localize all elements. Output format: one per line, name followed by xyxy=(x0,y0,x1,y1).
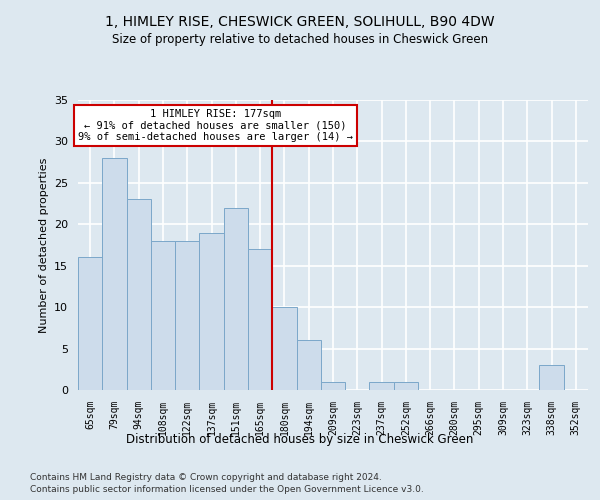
Text: Distribution of detached houses by size in Cheswick Green: Distribution of detached houses by size … xyxy=(127,432,473,446)
Bar xyxy=(127,200,151,390)
Bar xyxy=(102,158,127,390)
Bar xyxy=(199,232,224,390)
Bar xyxy=(370,382,394,390)
Text: Contains public sector information licensed under the Open Government Licence v3: Contains public sector information licen… xyxy=(30,485,424,494)
Y-axis label: Number of detached properties: Number of detached properties xyxy=(38,158,49,332)
Text: 1, HIMLEY RISE, CHESWICK GREEN, SOLIHULL, B90 4DW: 1, HIMLEY RISE, CHESWICK GREEN, SOLIHULL… xyxy=(105,15,495,29)
Bar xyxy=(248,249,272,390)
Bar xyxy=(151,241,175,390)
Text: Size of property relative to detached houses in Cheswick Green: Size of property relative to detached ho… xyxy=(112,32,488,46)
Bar xyxy=(272,307,296,390)
Bar xyxy=(321,382,345,390)
Bar xyxy=(224,208,248,390)
Bar xyxy=(394,382,418,390)
Bar xyxy=(539,365,564,390)
Bar xyxy=(78,258,102,390)
Text: Contains HM Land Registry data © Crown copyright and database right 2024.: Contains HM Land Registry data © Crown c… xyxy=(30,472,382,482)
Bar xyxy=(296,340,321,390)
Bar xyxy=(175,241,199,390)
Text: 1 HIMLEY RISE: 177sqm
← 91% of detached houses are smaller (150)
9% of semi-deta: 1 HIMLEY RISE: 177sqm ← 91% of detached … xyxy=(78,108,353,142)
